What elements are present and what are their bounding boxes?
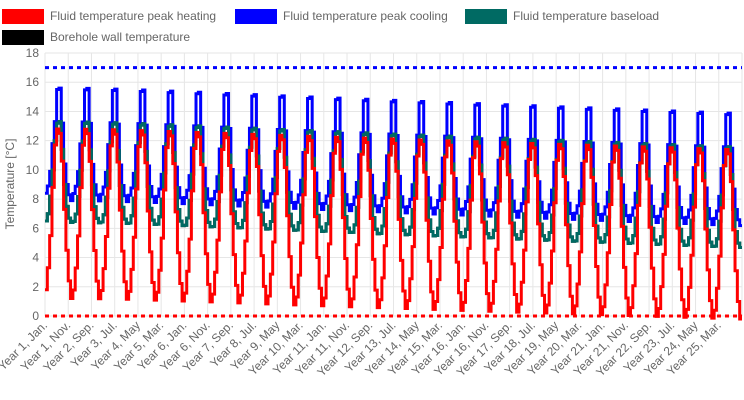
y-tick-label: 18 — [26, 46, 40, 60]
series-layer — [45, 66, 742, 321]
legend-label-baseload: Fluid temperature baseload — [513, 9, 660, 23]
series-line-fluid-temperature-peak-heating — [45, 127, 742, 321]
legend-swatch-borehole-wall — [2, 29, 44, 45]
legend-swatch-baseload — [465, 8, 507, 24]
legend-label-peak-cooling: Fluid temperature peak cooling — [283, 9, 448, 23]
legend-item-peak-heating[interactable]: Fluid temperature peak heating — [2, 7, 216, 25]
series-line-fluid-temperature-peak-cooling — [45, 86, 742, 228]
y-tick-label: 12 — [26, 134, 40, 148]
y-tick-label: 2 — [32, 280, 39, 294]
legend-label-borehole-wall: Borehole wall temperature — [50, 30, 191, 44]
legend-item-baseload[interactable]: Fluid temperature baseload — [465, 7, 659, 25]
y-tick-label: 10 — [26, 163, 40, 177]
y-tick-label: 0 — [32, 309, 39, 323]
legend-swatch-peak-heating — [2, 8, 44, 24]
y-tick-label: 14 — [26, 104, 40, 118]
y-tick-label: 8 — [32, 192, 39, 206]
y-axis-title: Temperature [°C] — [3, 139, 17, 230]
legend-label-peak-heating: Fluid temperature peak heating — [50, 9, 217, 23]
legend-swatch-peak-cooling — [235, 8, 277, 24]
series-line-fluid-temperature-baseload — [45, 120, 742, 250]
chart-legend: Fluid temperature peak heating Fluid tem… — [0, 0, 744, 48]
legend-item-borehole-wall[interactable]: Borehole wall temperature — [2, 28, 190, 46]
y-tick-label: 16 — [26, 75, 40, 89]
legend-item-peak-cooling[interactable]: Fluid temperature peak cooling — [235, 7, 448, 25]
y-tick-label: 6 — [32, 221, 39, 235]
y-tick-label: 4 — [32, 251, 39, 265]
